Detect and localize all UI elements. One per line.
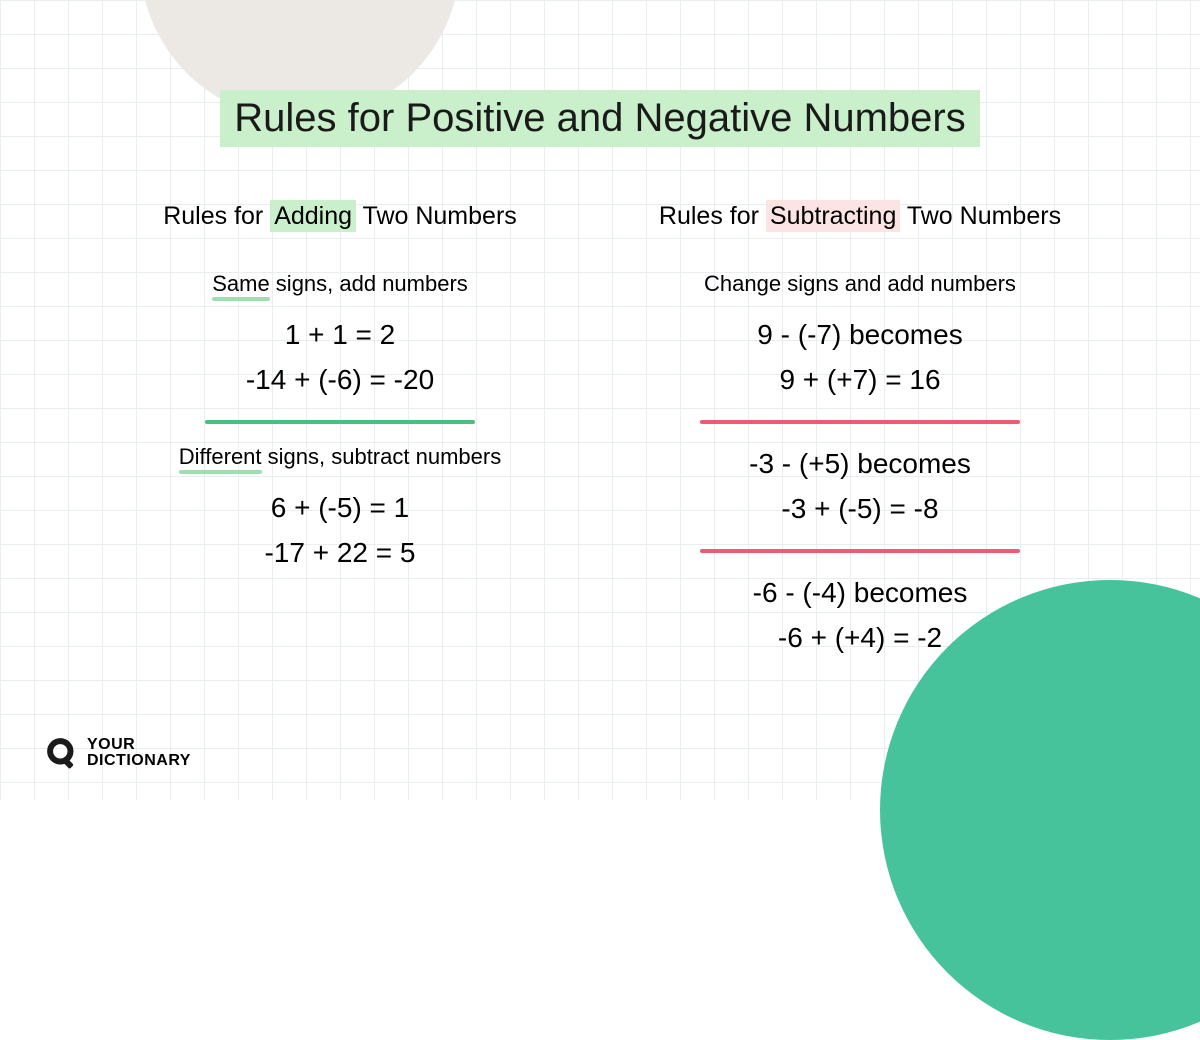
text: signs, add numbers (270, 271, 468, 296)
logo-text: YOUR DICTIONARY (87, 737, 191, 769)
logo-line1: YOUR (87, 737, 191, 753)
text: Two Numbers (900, 202, 1061, 230)
content-area: Rules for Positive and Negative Numbers … (0, 0, 1200, 800)
text: Rules for (659, 202, 766, 230)
example: -6 - (-4) becomes (620, 573, 1100, 614)
logo-line2: DICTIONARY (87, 753, 191, 769)
example: 1 + 1 = 2 (100, 315, 580, 356)
adding-highlight: Adding (270, 200, 356, 232)
logo: YOUR DICTIONARY (45, 736, 191, 770)
divider-green (205, 420, 475, 424)
example: 9 + (+7) = 16 (620, 360, 1100, 401)
subtracting-column-title: Rules for Subtracting Two Numbers (620, 202, 1100, 231)
example: -17 + 22 = 5 (100, 533, 580, 574)
subtracting-highlight: Subtracting (766, 200, 900, 232)
text: Two Numbers (356, 202, 517, 230)
text: Rules for (163, 202, 270, 230)
example: -14 + (-6) = -20 (100, 360, 580, 401)
example: -6 + (+4) = -2 (620, 618, 1100, 659)
adding-column: Rules for Adding Two Numbers Same signs,… (100, 202, 580, 663)
logo-q-icon (45, 736, 79, 770)
change-signs-label: Change signs and add numbers (620, 271, 1100, 297)
example: -3 + (-5) = -8 (620, 489, 1100, 530)
adding-column-title: Rules for Adding Two Numbers (100, 202, 580, 231)
title-wrap: Rules for Positive and Negative Numbers (80, 90, 1120, 147)
example: -3 - (+5) becomes (620, 444, 1100, 485)
columns: Rules for Adding Two Numbers Same signs,… (80, 202, 1120, 663)
subtracting-column: Rules for Subtracting Two Numbers Change… (620, 202, 1100, 663)
divider-pink (700, 549, 1020, 553)
page-title: Rules for Positive and Negative Numbers (220, 90, 979, 147)
text: signs, subtract numbers (262, 444, 502, 469)
different-signs-label: Different signs, subtract numbers (100, 444, 580, 470)
divider-pink (700, 420, 1020, 424)
example: 9 - (-7) becomes (620, 315, 1100, 356)
same-signs-label: Same signs, add numbers (100, 271, 580, 297)
same-underline: Same (212, 271, 269, 297)
example: 6 + (-5) = 1 (100, 488, 580, 529)
different-underline: Different (179, 444, 262, 470)
